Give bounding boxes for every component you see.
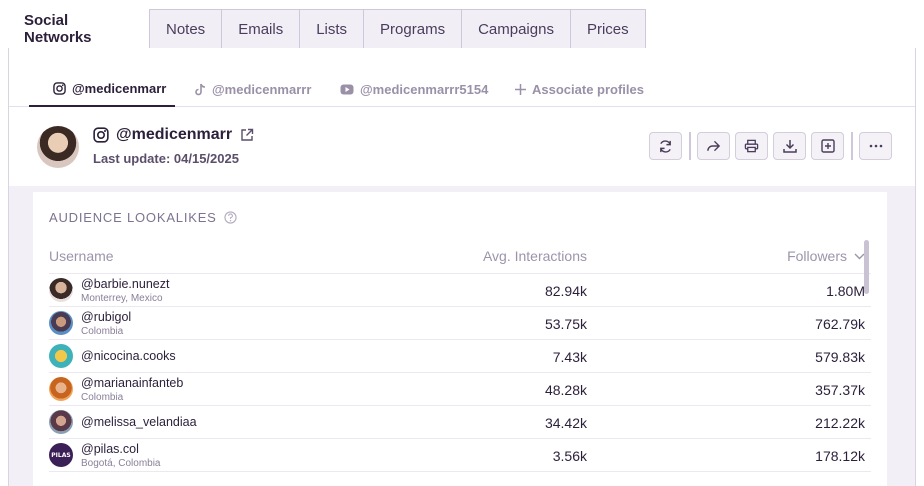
row-avg-interactions: 53.75k	[544, 316, 587, 332]
logo-text: PILAS	[51, 451, 71, 459]
section-title-text: AUDIENCE LOOKALIKES	[49, 210, 217, 225]
row-location: Monterrey, Mexico	[81, 293, 163, 304]
tab-lists[interactable]: Lists	[300, 9, 365, 49]
avatar	[37, 126, 79, 168]
row-avg-interactions: 34.42k	[544, 415, 587, 431]
action-toolbar	[649, 132, 897, 160]
print-icon	[744, 139, 759, 153]
row-followers: 357.37k	[815, 382, 865, 398]
profile-name: @medicenmarr	[93, 126, 254, 144]
table-header: Username Avg. Interactions Followers	[49, 248, 871, 274]
row-avg-interactions: 7.43k	[552, 349, 587, 365]
tab-campaigns[interactable]: Campaigns	[462, 9, 571, 49]
help-icon[interactable]	[224, 211, 237, 224]
row-username[interactable]: @pilas.col	[81, 442, 139, 456]
avatar	[49, 377, 73, 401]
profile-tab-label: @medicenmarrr	[212, 81, 312, 97]
audience-lookalikes-card: AUDIENCE LOOKALIKES Username Avg. Intera…	[33, 192, 887, 486]
row-username[interactable]: @marianainfanteb	[81, 376, 184, 390]
add-box-icon	[820, 139, 835, 153]
external-link-icon[interactable]	[240, 128, 254, 142]
tab-prices[interactable]: Prices	[570, 9, 646, 49]
column-avg-interactions[interactable]: Avg. Interactions	[482, 248, 587, 264]
row-location: Colombia	[81, 392, 124, 403]
profile-header: @medicenmarr Last update: 04/15/2025	[9, 108, 915, 186]
share-button[interactable]	[697, 132, 730, 160]
top-tabs: Social Networks Notes Emails Lists Progr…	[8, 9, 646, 49]
refresh-button[interactable]	[649, 132, 682, 160]
youtube-icon	[340, 84, 354, 95]
instagram-icon	[93, 127, 109, 143]
plus-icon	[515, 83, 526, 95]
pilas-logo: PILAS	[49, 443, 73, 467]
profile-tab-tiktok[interactable]: @medicenmarrr	[194, 71, 311, 107]
more-button[interactable]	[859, 132, 892, 160]
row-avg-interactions: 3.56k	[552, 448, 587, 464]
main-panel: @medicenmarr @medicenmarrr @medicenmarrr…	[8, 48, 916, 486]
scrollbar[interactable]	[864, 240, 869, 294]
toolbar-divider	[851, 132, 853, 160]
avatar	[49, 278, 73, 302]
table-row[interactable]: PILAS @pilas.col Bogotá, Colombia 3.56k …	[49, 439, 871, 472]
column-username: Username	[49, 248, 114, 264]
table-row[interactable]: @nicocina.cooks 7.43k 579.83k	[49, 340, 871, 373]
table-row[interactable]: @barbie.nunezt Monterrey, Mexico 82.94k …	[49, 274, 871, 307]
row-location: Colombia	[81, 326, 124, 337]
tab-emails[interactable]: Emails	[222, 9, 301, 49]
row-username[interactable]: @nicocina.cooks	[81, 349, 176, 363]
row-location: Bogotá, Colombia	[81, 458, 161, 469]
share-icon	[706, 139, 721, 153]
last-update: Last update: 04/15/2025	[93, 151, 239, 166]
toolbar-divider	[689, 132, 691, 160]
row-username[interactable]: @rubigol	[81, 310, 132, 324]
instagram-icon	[53, 81, 66, 95]
row-avg-interactions: 48.28k	[544, 382, 587, 398]
download-icon	[782, 139, 797, 153]
avatar	[49, 311, 73, 335]
avatar	[49, 410, 73, 434]
tiktok-icon	[194, 83, 206, 96]
print-button[interactable]	[735, 132, 768, 160]
tab-programs[interactable]: Programs	[364, 9, 463, 49]
refresh-icon	[658, 139, 673, 154]
row-followers: 1.80M	[826, 283, 865, 299]
table-row[interactable]: @melissa_velandiaa 34.42k 212.22k	[49, 406, 871, 439]
tab-notes[interactable]: Notes	[149, 9, 223, 49]
profile-tab-label: @medicenmarr	[72, 80, 167, 96]
avatar	[49, 344, 73, 368]
section-title: AUDIENCE LOOKALIKES	[49, 210, 237, 225]
profile-handle: @medicenmarr	[116, 126, 233, 143]
tab-social-networks[interactable]: Social Networks	[8, 9, 149, 49]
add-button[interactable]	[811, 132, 844, 160]
download-button[interactable]	[773, 132, 806, 160]
associate-profiles-label: Associate profiles	[532, 81, 644, 97]
associate-profiles-button[interactable]: Associate profiles	[515, 71, 644, 107]
lookalikes-list: @barbie.nunezt Monterrey, Mexico 82.94k …	[49, 274, 871, 472]
column-followers[interactable]: Followers	[787, 248, 865, 264]
more-icon	[869, 144, 883, 148]
column-followers-label: Followers	[787, 248, 847, 264]
table-row[interactable]: @rubigol Colombia 53.75k 762.79k	[49, 307, 871, 340]
row-followers: 178.12k	[815, 448, 865, 464]
profile-tab-instagram[interactable]: @medicenmarr	[29, 71, 175, 107]
profile-tab-youtube[interactable]: @medicenmarrr5154	[340, 71, 488, 107]
row-avg-interactions: 82.94k	[544, 283, 587, 299]
row-username[interactable]: @melissa_velandiaa	[81, 415, 197, 429]
table-row[interactable]: @marianainfanteb Colombia 48.28k 357.37k	[49, 373, 871, 406]
profile-tab-label: @medicenmarrr5154	[360, 81, 489, 97]
row-followers: 762.79k	[815, 316, 865, 332]
row-followers: 212.22k	[815, 415, 865, 431]
chevron-down-icon	[854, 253, 865, 260]
row-followers: 579.83k	[815, 349, 865, 365]
profile-tabs: @medicenmarr @medicenmarrr @medicenmarrr…	[9, 71, 915, 107]
row-username[interactable]: @barbie.nunezt	[81, 277, 170, 291]
